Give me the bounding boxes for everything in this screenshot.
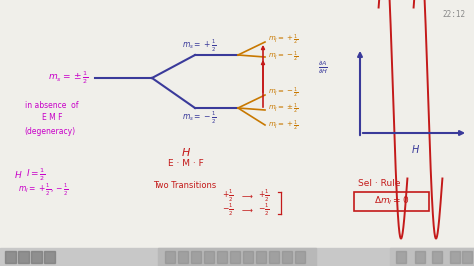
- Bar: [18, 251, 29, 263]
- Text: $m_I=-\frac{1}{2}$: $m_I=-\frac{1}{2}$: [268, 50, 299, 64]
- Text: $+\frac{1}{2}$: $+\frac{1}{2}$: [258, 188, 270, 204]
- Bar: [256, 251, 266, 263]
- Bar: [0, 248, 474, 266]
- Bar: [191, 251, 201, 263]
- Bar: [415, 251, 425, 263]
- FancyBboxPatch shape: [355, 192, 429, 210]
- Text: $+\frac{1}{2}$: $+\frac{1}{2}$: [222, 188, 234, 204]
- Bar: [178, 251, 188, 263]
- Bar: [243, 251, 253, 263]
- Text: $m_I=+\frac{1}{2}, -\frac{1}{2}$: $m_I=+\frac{1}{2}, -\frac{1}{2}$: [18, 182, 69, 198]
- Bar: [396, 251, 406, 263]
- Text: Sel · Rule: Sel · Rule: [358, 180, 401, 189]
- Bar: [230, 251, 240, 263]
- Bar: [282, 251, 292, 263]
- Bar: [31, 251, 42, 263]
- Text: Two Transitions: Two Transitions: [153, 181, 216, 189]
- Text: $H$: $H$: [181, 146, 191, 158]
- Text: $H$: $H$: [411, 143, 420, 155]
- Bar: [295, 251, 305, 263]
- Text: $m_I=+\frac{1}{2}$: $m_I=+\frac{1}{2}$: [268, 33, 299, 47]
- Bar: [269, 251, 279, 263]
- Text: $\longrightarrow$: $\longrightarrow$: [240, 206, 254, 214]
- Text: $H$: $H$: [14, 169, 23, 181]
- Bar: [217, 251, 227, 263]
- Text: $m_I=-\frac{1}{2}$: $m_I=-\frac{1}{2}$: [268, 86, 299, 100]
- Text: in absence  of: in absence of: [25, 101, 79, 110]
- Bar: [450, 251, 460, 263]
- Bar: [432, 251, 442, 263]
- Text: $-\frac{1}{2}$: $-\frac{1}{2}$: [258, 202, 270, 218]
- Text: $m_I=\pm\frac{1}{2}$: $m_I=\pm\frac{1}{2}$: [268, 102, 299, 116]
- Text: $\Delta m_I=0$: $\Delta m_I=0$: [374, 195, 410, 207]
- Text: $m_I=+\frac{1}{2}$: $m_I=+\frac{1}{2}$: [268, 119, 299, 133]
- Text: $I=\frac{1}{2}$: $I=\frac{1}{2}$: [26, 167, 46, 183]
- Bar: [462, 251, 472, 263]
- Text: 22:12: 22:12: [443, 10, 466, 19]
- Text: $m_s=+\frac{1}{2}$: $m_s=+\frac{1}{2}$: [182, 38, 217, 54]
- Bar: [165, 251, 175, 263]
- Text: E · M · F: E · M · F: [168, 160, 204, 168]
- Text: $m_s = \pm\frac{1}{2}$: $m_s = \pm\frac{1}{2}$: [48, 70, 88, 86]
- Bar: [44, 251, 55, 263]
- Bar: [390, 248, 474, 266]
- Bar: [158, 248, 316, 266]
- Text: $-\frac{1}{2}$: $-\frac{1}{2}$: [222, 202, 234, 218]
- Text: $\longrightarrow$: $\longrightarrow$: [240, 192, 254, 201]
- Text: $\frac{\partial A}{\partial H}$: $\frac{\partial A}{\partial H}$: [318, 60, 328, 76]
- Text: $m_s=-\frac{1}{2}$: $m_s=-\frac{1}{2}$: [182, 110, 217, 126]
- Bar: [5, 251, 16, 263]
- Text: (degeneracy): (degeneracy): [25, 127, 75, 136]
- Bar: [204, 251, 214, 263]
- Text: E M F: E M F: [42, 113, 62, 122]
